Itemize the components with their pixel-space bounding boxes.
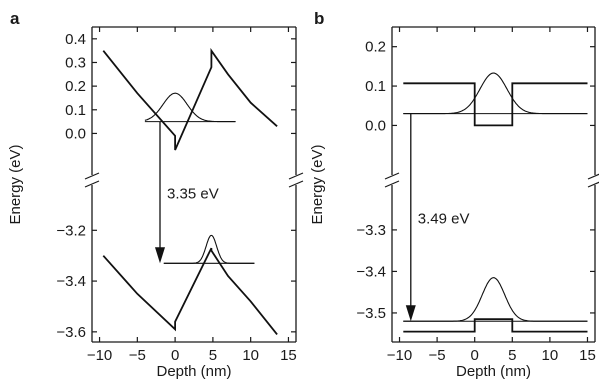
y-tick-label: −3.6 xyxy=(56,324,86,341)
valence-band-line xyxy=(403,318,588,333)
hole-wavefunction xyxy=(163,234,255,264)
y-tick-label: −3.2 xyxy=(56,222,86,239)
x-tick-label: 10 xyxy=(542,347,559,364)
x-tick-label: 15 xyxy=(579,347,596,364)
y-tick-label: 0.0 xyxy=(65,125,86,142)
x-tick-label: −5 xyxy=(429,347,446,364)
valence-band-line xyxy=(102,247,278,335)
x-tick-label: −10 xyxy=(387,347,412,364)
electron-wavefunction xyxy=(403,72,588,115)
x-axis-title: Depth (nm) xyxy=(156,363,231,380)
conduction-band-line xyxy=(102,47,278,151)
y-tick-label: −3.4 xyxy=(56,273,86,290)
left-axis-break-mark xyxy=(384,172,400,180)
right-axis-break-mark xyxy=(587,173,599,180)
x-tick-label: 5 xyxy=(508,347,516,364)
y-tick-label: 0.1 xyxy=(65,102,86,119)
transition-energy-label: 3.35 eV xyxy=(167,185,219,202)
right-axis-break-mark xyxy=(288,180,304,188)
y-tick-label: 0.3 xyxy=(65,54,86,71)
x-tick-label: −5 xyxy=(129,347,146,364)
y-tick-label: 0.2 xyxy=(365,39,386,56)
conduction-band-line xyxy=(403,82,588,127)
y-axis-title: Energy (eV) xyxy=(309,144,326,224)
x-axis-title: Depth (nm) xyxy=(456,363,531,380)
left-axis-break-mark xyxy=(384,180,400,188)
panel-a: −10 −5 0 5 10 15 0.0 0.1 0.2 0.3 0.4 −3.6 −3.4 −3.2 De… xyxy=(7,9,304,380)
transition-arrow-head xyxy=(405,305,416,322)
y-tick-label: 0.4 xyxy=(65,31,86,48)
panel-b: −10 −5 0 5 10 15 0.0 0.1 0.2 −3.5 −3.4 −3.3 Depth (n… xyxy=(309,9,599,380)
x-tick-label: 15 xyxy=(280,347,297,364)
right-axis-break-mark xyxy=(288,172,304,180)
y-tick-label: 0.0 xyxy=(365,117,386,134)
hole-wavefunction xyxy=(403,277,588,322)
x-tick-label: 10 xyxy=(242,347,259,364)
y-tick-label: −3.5 xyxy=(356,305,386,322)
x-tick-label: −10 xyxy=(87,347,112,364)
x-tick-label: 0 xyxy=(471,347,479,364)
y-tick-label: −3.4 xyxy=(356,263,386,280)
transition-arrow-head xyxy=(155,247,165,264)
panel-letter: a xyxy=(10,9,20,28)
y-tick-label: 0.2 xyxy=(65,78,86,95)
x-tick-label: 0 xyxy=(171,347,179,364)
x-tick-label: 5 xyxy=(209,347,217,364)
panel-letter: b xyxy=(314,9,324,28)
right-axis-break-mark xyxy=(587,181,599,188)
left-axis-break-mark xyxy=(84,172,100,180)
y-axis-title: Energy (eV) xyxy=(7,144,24,224)
left-axis-break-mark xyxy=(84,180,100,188)
y-tick-label: −3.3 xyxy=(356,222,386,239)
y-tick-label: 0.1 xyxy=(365,78,386,95)
transition-energy-label: 3.49 eV xyxy=(418,210,470,227)
electron-wavefunction xyxy=(144,92,236,123)
